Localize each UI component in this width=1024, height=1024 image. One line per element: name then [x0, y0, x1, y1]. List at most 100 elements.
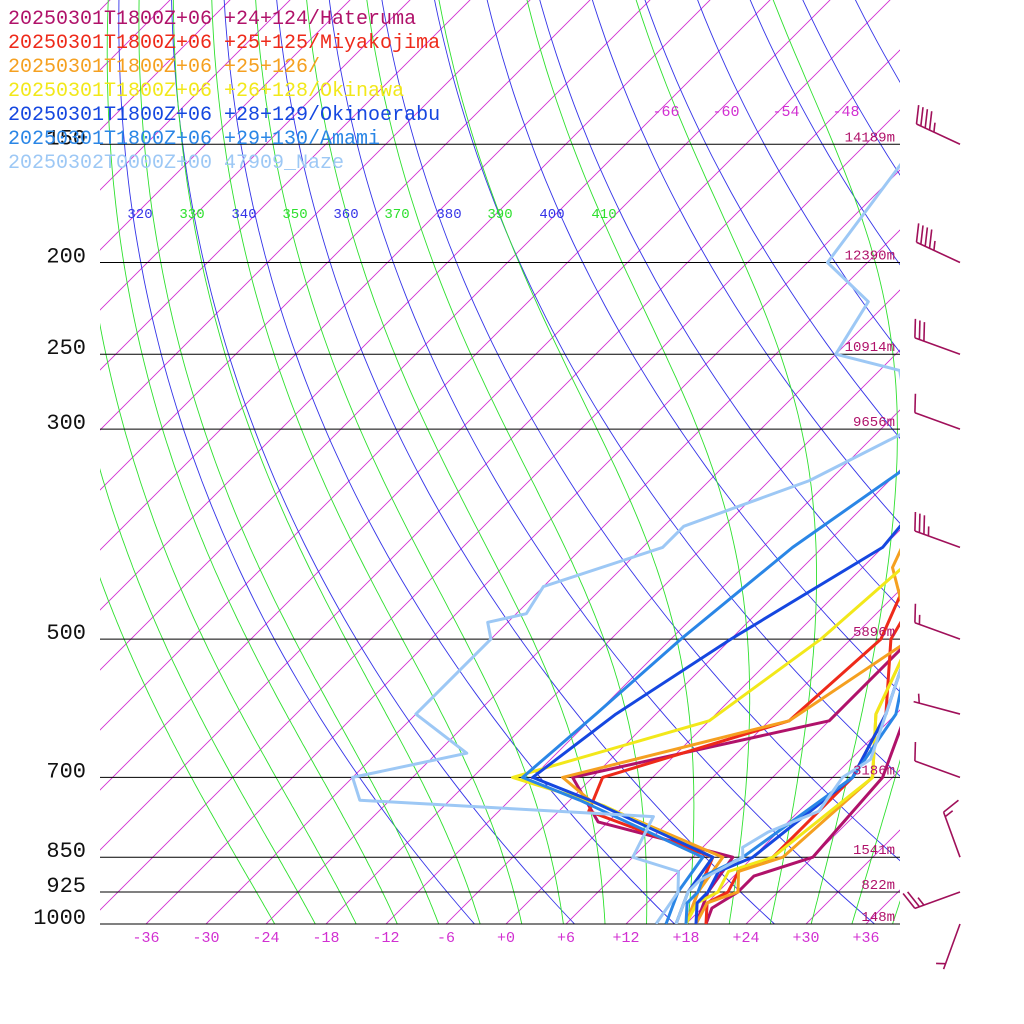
height-label: 148m	[861, 910, 895, 926]
moist-adiabat-line	[100, 322, 357, 924]
x-tick-label: -12	[372, 930, 399, 947]
dry-adiabat-line	[171, 0, 576, 924]
wind-barb	[914, 318, 961, 355]
isotherm-line	[100, 0, 831, 731]
pressure-label: 150	[46, 126, 86, 151]
moist-adiabat-line	[138, 0, 440, 924]
x-tick-label: +24	[732, 930, 759, 947]
dry-adiabat-line	[328, 0, 876, 924]
isotherm-label: -60	[712, 104, 739, 121]
dry-adiabat-line	[591, 0, 900, 524]
profile-line-6	[684, 658, 900, 924]
height-label: 1541m	[853, 843, 895, 859]
wind-barb	[936, 923, 961, 970]
profile-line-8	[694, 667, 900, 924]
dry-adiabat-line	[118, 0, 476, 924]
theta-label: 390	[487, 207, 512, 223]
theta-label: 340	[231, 207, 256, 223]
height-label: 822m	[861, 878, 895, 894]
legend: 20250301T1800Z+06 +24+124/Hateruma202503…	[8, 8, 440, 175]
isotherm-line	[100, 0, 711, 611]
isotherm-line	[205, 229, 900, 924]
profile-line-12	[674, 667, 900, 924]
isotherm-line	[145, 169, 900, 924]
theta-label: 400	[539, 207, 564, 223]
x-tick-label: -6	[437, 930, 455, 947]
theta-label: 350	[282, 207, 307, 223]
moist-adiabat-line	[851, 759, 900, 924]
dry-adiabat-line	[223, 0, 676, 924]
isotherm-line	[100, 0, 771, 671]
dry-adiabat-line	[644, 0, 900, 439]
isotherm-line	[565, 589, 900, 924]
isotherm-line	[505, 529, 900, 924]
theta-label: 380	[436, 207, 461, 223]
moist-adiabat-line	[306, 0, 606, 924]
wind-barb	[915, 223, 961, 264]
height-label: 14189m	[845, 130, 895, 146]
isotherm-line	[385, 409, 900, 924]
isotherm-line	[685, 709, 900, 924]
dry-adiabat-line	[381, 0, 900, 862]
isotherm-label: -48	[832, 104, 859, 121]
moist-adiabat-line	[100, 576, 276, 924]
moist-adiabat-line	[772, 0, 898, 924]
pressure-label: 250	[46, 336, 86, 361]
isotherm-line	[100, 0, 651, 551]
pressure-label: 850	[46, 839, 86, 864]
isotherm-line	[445, 469, 900, 924]
moist-adiabat-line	[438, 0, 695, 924]
pressure-label: 300	[46, 411, 86, 436]
legend-entry-4: 20250301T1800Z+06 +28+129/Okinoerabu	[8, 104, 440, 127]
legend-entry-6: 20250302T0000Z+00 47909_Naze	[8, 152, 344, 175]
isotherm-line	[325, 349, 900, 924]
isobar-lines	[100, 143, 900, 925]
theta-label: 370	[384, 207, 409, 223]
wind-barb	[913, 693, 961, 715]
isotherm-line	[906, 0, 1024, 944]
x-tick-label: -36	[132, 930, 159, 947]
profile-line-13	[351, 162, 900, 924]
x-tick-label: +30	[792, 930, 819, 947]
x-tick-label: +12	[612, 930, 639, 947]
isotherm-label: -66	[652, 104, 679, 121]
legend-entry-2: 20250301T1800Z+06 +25+126/	[8, 56, 320, 79]
x-tick-label: +6	[557, 930, 575, 947]
profile-line-0	[704, 725, 900, 924]
moist-adiabat-line	[635, 0, 817, 924]
wind-barb	[902, 891, 961, 910]
isotherm-label: -54	[772, 104, 799, 121]
isotherm-line	[966, 0, 1024, 944]
moist-adiabat-line	[526, 0, 751, 924]
moist-adiabat-line	[211, 0, 523, 924]
x-tick-label: +18	[672, 930, 699, 947]
moist-adiabat-line	[100, 468, 316, 924]
dry-adiabat-line	[276, 0, 776, 924]
isotherm-line	[100, 0, 411, 311]
legend-entry-0: 20250301T1800Z+06 +24+124/Hateruma	[8, 8, 416, 31]
wind-barb	[914, 511, 961, 549]
pressure-label: 1000	[33, 906, 86, 931]
wind-barbs	[902, 105, 961, 970]
isotherm-line	[100, 0, 891, 791]
x-tick-label: +0	[497, 930, 515, 947]
wind-barb	[915, 105, 961, 146]
theta-label: 360	[333, 207, 358, 223]
isotherm-line	[625, 649, 900, 924]
theta-label: 310	[75, 207, 100, 223]
wind-barb	[914, 742, 961, 779]
profile-line-1	[571, 647, 900, 924]
theta-label: 410	[591, 207, 616, 223]
moist-adiabat-line	[106, 0, 398, 924]
theta-label: 320	[127, 207, 152, 223]
axis-labels: 10016576m15014189m20012390m25010914m3009…	[33, 104, 895, 947]
theta-label: 330	[179, 207, 204, 223]
isotherm-line	[100, 0, 591, 491]
isotherm-line	[100, 0, 531, 431]
dry-adiabat-line	[486, 0, 900, 693]
legend-entry-1: 20250301T1800Z+06 +25+125/Miyakojima	[8, 32, 440, 55]
profile-line-4	[694, 658, 900, 924]
sounding-profiles	[351, 162, 900, 924]
height-label: 10914m	[845, 340, 895, 356]
